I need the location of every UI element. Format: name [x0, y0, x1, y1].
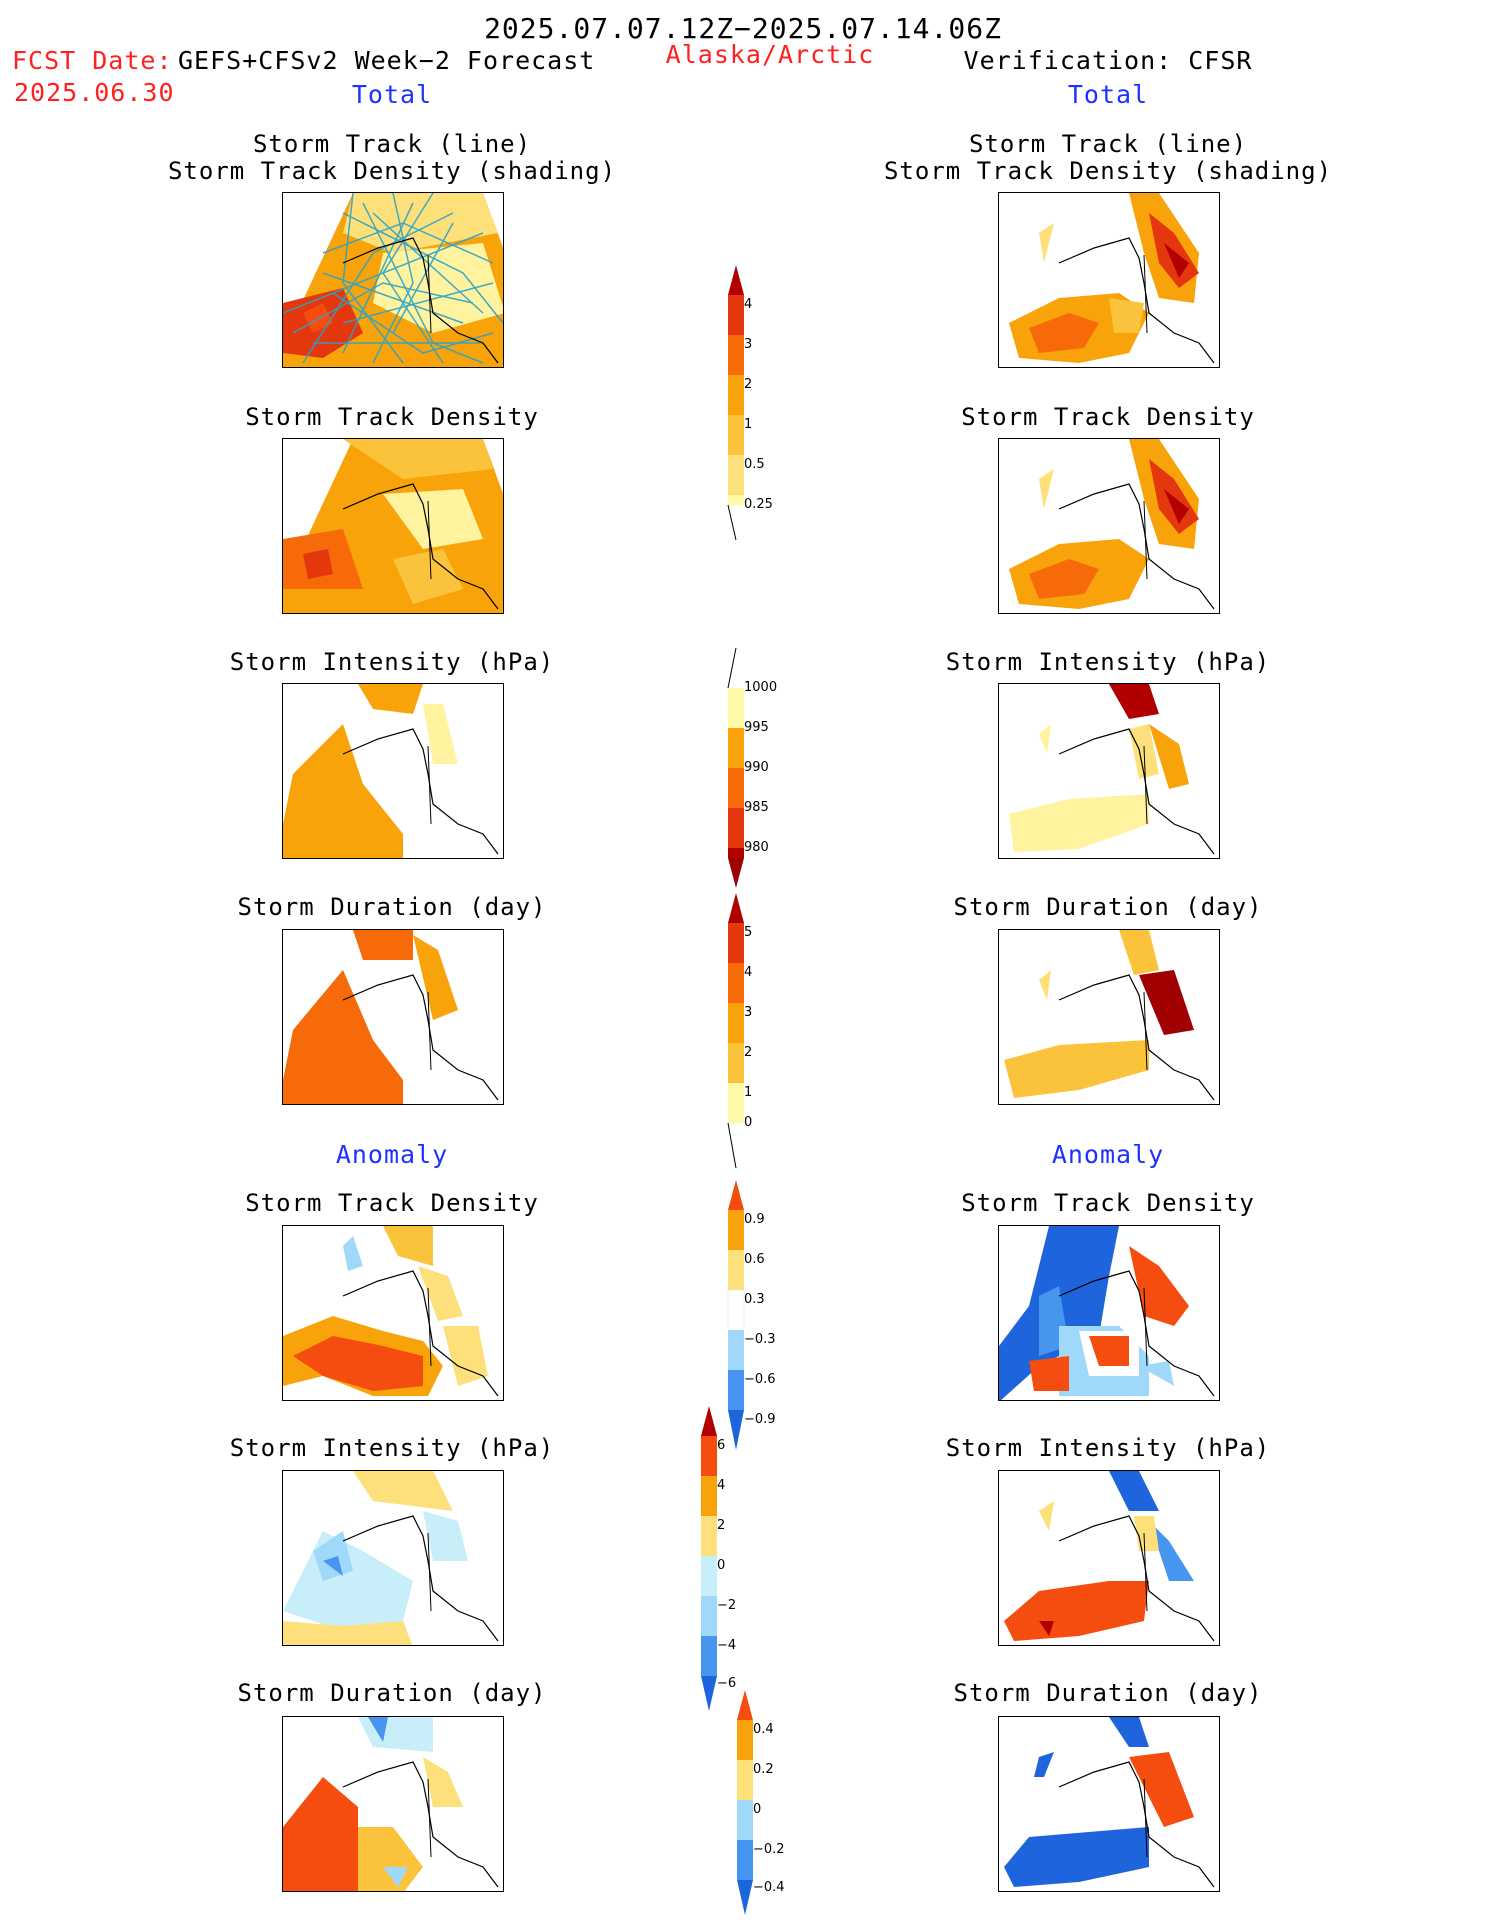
region-title: Alaska/Arctic [665, 40, 875, 69]
panel-title: Storm Intensity (hPa) [945, 1434, 1271, 1462]
map-verification-anomaly-density [998, 1225, 1220, 1401]
fcst-date: 2025.06.30 [14, 78, 175, 107]
colorbar-tick: 0 [744, 1115, 753, 1130]
map-forecast-intensity [282, 683, 504, 859]
map-forecast-anomaly-duration [282, 1716, 504, 1892]
panel-title: Storm Intensity (hPa) [229, 1434, 555, 1462]
colorbar-tick: 0.9 [744, 1212, 765, 1227]
map-verification-duration [998, 929, 1220, 1105]
colorbar-total-intensity: 1000 995 990 985 980 [726, 647, 777, 892]
panel-title: Storm Track Density [961, 1189, 1255, 1217]
colorbar-tick: 0.6 [744, 1252, 765, 1267]
colorbar-tick: 0 [753, 1802, 762, 1817]
colorbar-tick: −6 [717, 1676, 737, 1691]
map-verification-anomaly-intensity [998, 1470, 1220, 1646]
map-forecast-track-lines [282, 192, 504, 368]
panel-title: Storm Track Density [245, 1189, 539, 1217]
panel-title: Storm Duration (day) [237, 893, 547, 921]
colorbar-tick: 4 [717, 1478, 726, 1493]
colorbar-tick: 980 [744, 840, 769, 855]
section-anomaly-left: Anomaly [335, 1140, 449, 1169]
panel-title: Storm Duration (day) [953, 893, 1263, 921]
map-verification-track-density [998, 192, 1220, 368]
colorbar-tick: 990 [744, 760, 769, 775]
panel-title: Storm Intensity (hPa) [229, 648, 555, 676]
map-forecast-anomaly-density [282, 1225, 504, 1401]
colorbar-tick: 2 [744, 1045, 753, 1060]
colorbar-tick: 985 [744, 800, 769, 815]
colorbar-anomaly-intensity: 6 4 2 0 −2 −4 −6 [699, 1406, 736, 1730]
map-forecast-duration [282, 929, 504, 1105]
panel-title: Storm Intensity (hPa) [945, 648, 1271, 676]
colorbar-tick: 6 [717, 1438, 726, 1453]
colorbar-tick: 0.25 [744, 497, 773, 512]
section-anomaly-right: Anomaly [1051, 1140, 1165, 1169]
map-verification-anomaly-duration [998, 1716, 1220, 1892]
colorbar-total-duration: 5 4 3 2 1 0 [726, 893, 752, 1177]
panel-title: Storm Track (line) Storm Track Density (s… [167, 130, 617, 185]
colorbar-tick: −0.3 [744, 1332, 776, 1347]
colorbar-total-density: 4 3 2 1 0.5 0.25 [726, 265, 773, 549]
colorbar-tick: 2 [717, 1518, 726, 1533]
colorbar-tick: 0.3 [744, 1292, 765, 1307]
forecast-system: GEFS+CFSv2 Week−2 Forecast [178, 46, 596, 75]
colorbar-tick: 1 [744, 1085, 753, 1100]
map-verification-track-density-2 [998, 438, 1220, 614]
colorbar-tick: 995 [744, 720, 769, 735]
panel-title: Storm Duration (day) [237, 1679, 547, 1707]
map-forecast-anomaly-intensity [282, 1470, 504, 1646]
colorbar-tick: 3 [744, 1005, 753, 1020]
panel-title: Storm Duration (day) [953, 1679, 1263, 1707]
colorbar-tick: 2 [744, 377, 753, 392]
colorbar-tick: 4 [744, 965, 753, 980]
map-verification-intensity [998, 683, 1220, 859]
colorbar-tick: −0.4 [753, 1880, 785, 1895]
colorbar-tick: 1 [744, 417, 753, 432]
colorbar-tick: −4 [717, 1638, 737, 1653]
colorbar-tick: 0.5 [744, 457, 765, 472]
colorbar-tick: 3 [744, 337, 753, 352]
panel-title: Storm Track Density [961, 403, 1255, 431]
colorbar-tick: −0.9 [744, 1412, 776, 1427]
colorbar-tick: −0.6 [744, 1372, 776, 1387]
date-range-title: 2025.07.07.12Z−2025.07.14.06Z [484, 12, 1002, 45]
map-forecast-track-density [282, 438, 504, 614]
colorbar-tick: 1000 [744, 680, 778, 695]
fcst-date-label: FCST Date: [12, 46, 173, 75]
colorbar-tick: 5 [744, 925, 753, 940]
colorbar-tick: 0.2 [753, 1762, 774, 1777]
colorbar-tick: 0 [717, 1558, 726, 1573]
panel-title: Storm Track Density [245, 403, 539, 431]
colorbar-tick: 4 [744, 297, 753, 312]
section-total-right: Total [1067, 80, 1149, 109]
colorbar-tick: −0.2 [753, 1842, 785, 1857]
colorbar-tick: 0.4 [753, 1722, 774, 1737]
colorbar-anomaly-duration: 0.4 0.2 0 −0.2 −0.4 [735, 1690, 785, 1924]
verification-label: Verification: CFSR [963, 46, 1253, 75]
colorbar-tick: −2 [717, 1598, 737, 1613]
colorbar-anomaly-density: 0.9 0.6 0.3 −0.3 −0.6 −0.9 [726, 1180, 776, 1464]
panel-title: Storm Track (line) Storm Track Density (s… [883, 130, 1333, 185]
section-total-left: Total [351, 80, 433, 109]
